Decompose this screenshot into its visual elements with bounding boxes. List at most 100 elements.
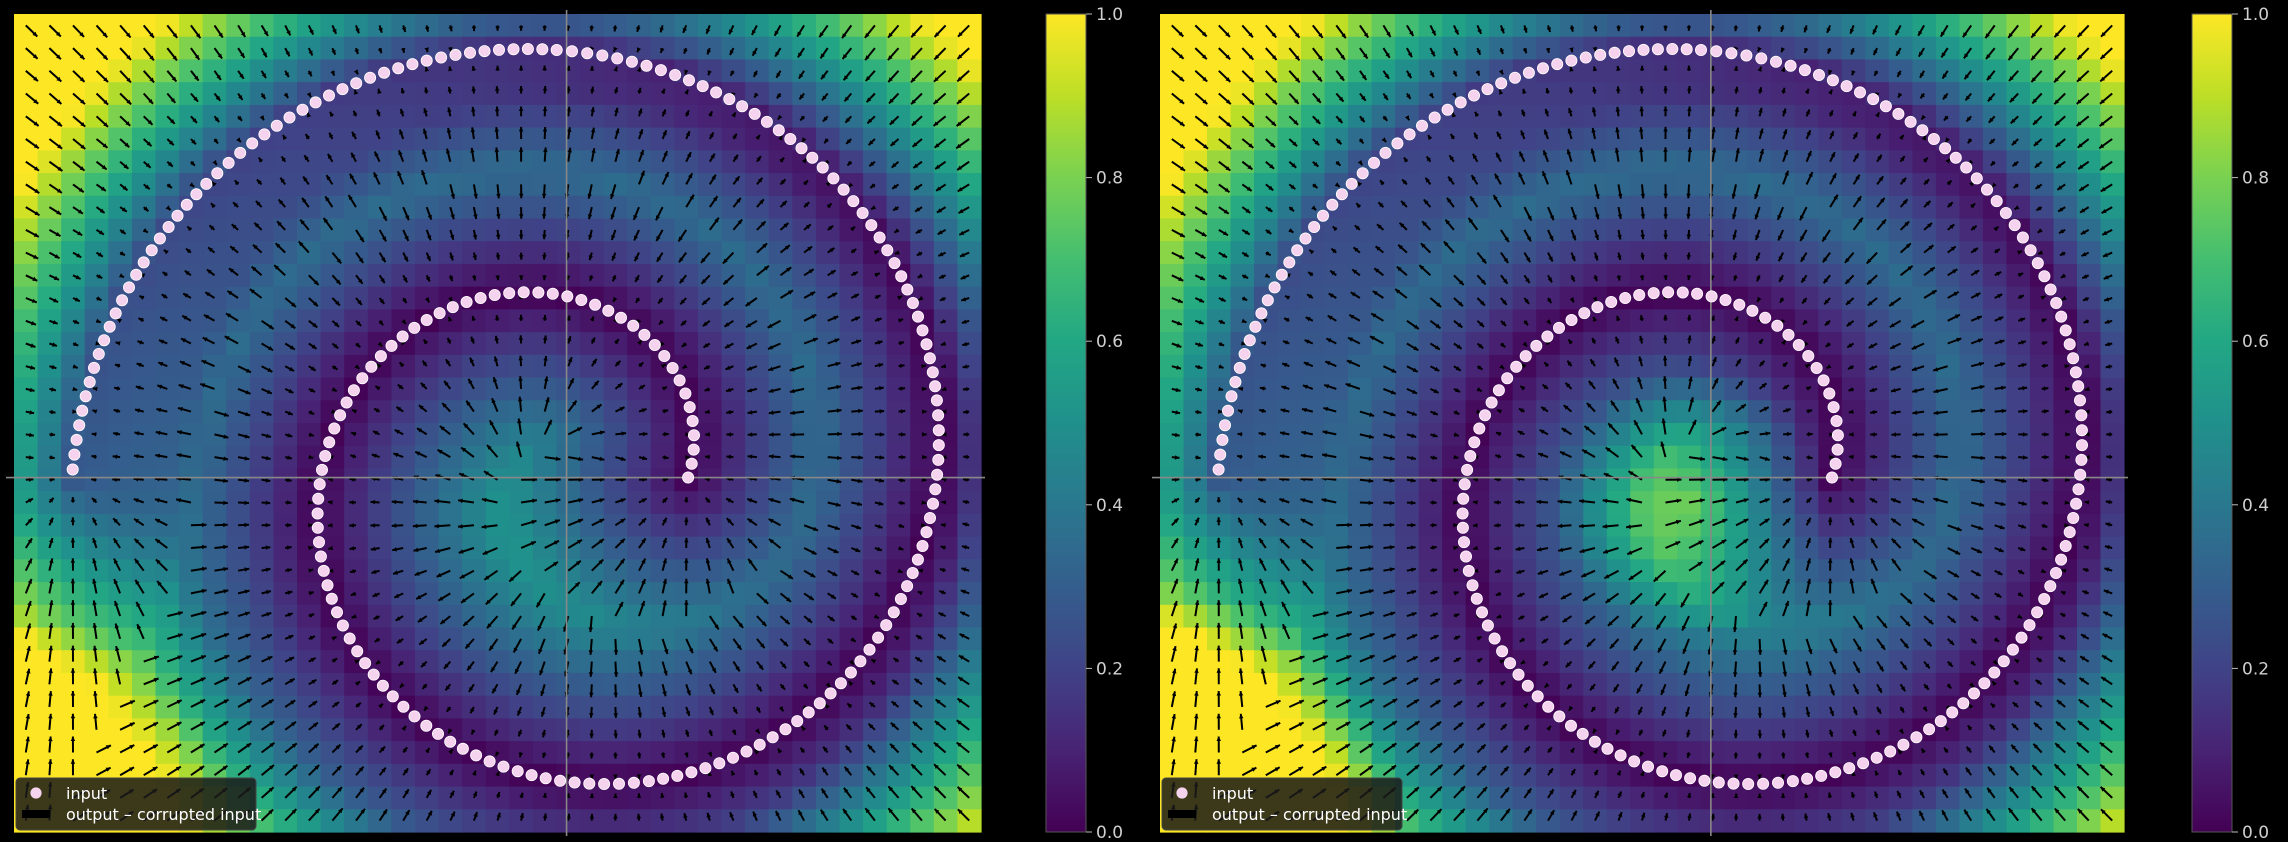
heatmap-cell — [415, 468, 439, 491]
heatmap-cell — [344, 150, 368, 173]
input-point — [432, 728, 443, 739]
heatmap-cell — [934, 650, 958, 673]
input-point — [612, 53, 623, 64]
heatmap-cell — [85, 628, 109, 651]
heatmap-cell — [1254, 628, 1278, 651]
heatmap-cell — [14, 582, 38, 605]
heatmap-cell — [368, 105, 392, 128]
input-point — [324, 437, 335, 448]
input-point — [838, 184, 849, 195]
heatmap-cell — [1254, 582, 1278, 605]
heatmap-cell — [132, 582, 156, 605]
heatmap-cell — [1278, 309, 1302, 332]
heatmap-cell — [462, 150, 486, 173]
input-point — [902, 581, 913, 592]
heatmap-cell — [722, 491, 746, 514]
heatmap-cell — [297, 196, 321, 219]
input-point — [508, 44, 519, 55]
heatmap-cell — [1207, 491, 1231, 514]
heatmap-cell — [722, 537, 746, 560]
heatmap-cell — [1254, 400, 1278, 423]
input-point — [259, 129, 270, 140]
input-point — [533, 287, 544, 298]
heatmap-cell — [368, 809, 392, 832]
input-point — [271, 120, 282, 131]
heatmap-cell — [85, 537, 109, 560]
heatmap-cell — [344, 446, 368, 469]
input-point — [181, 199, 192, 210]
heatmap-cell — [344, 491, 368, 514]
input-point — [326, 593, 337, 604]
input-point — [74, 420, 85, 431]
heatmap-cell — [156, 400, 180, 423]
input-point — [284, 112, 295, 123]
heatmap-cell — [108, 514, 132, 537]
input-point — [172, 210, 183, 221]
heatmap-cell — [745, 287, 769, 310]
heatmap-cell — [863, 173, 887, 196]
heatmap-cell — [722, 400, 746, 423]
heatmap-cell — [1231, 514, 1255, 537]
heatmap-cell — [934, 150, 958, 173]
heatmap-cell — [368, 446, 392, 469]
heatmap-cell — [910, 150, 934, 173]
heatmap-cell — [391, 400, 415, 423]
heatmap-cell — [816, 809, 840, 832]
heatmap-cell — [698, 423, 722, 446]
input-point — [551, 44, 562, 55]
heatmap-cell — [910, 673, 934, 696]
heatmap-cell — [391, 764, 415, 787]
heatmap-cell — [1419, 173, 1443, 196]
heatmap-cell — [1372, 173, 1396, 196]
heatmap-cell — [391, 809, 415, 832]
heatmap-cell — [1184, 559, 1208, 582]
heatmap-cell — [439, 82, 463, 105]
heatmap-cell — [957, 241, 981, 264]
heatmap-cell — [934, 219, 958, 242]
input-point — [99, 335, 110, 346]
heatmap-cell — [368, 559, 392, 582]
heatmap-cell — [509, 809, 533, 832]
heatmap-cell — [250, 219, 274, 242]
heatmap-cell — [1348, 219, 1372, 242]
heatmap-cell — [698, 219, 722, 242]
heatmap-cell — [85, 582, 109, 605]
heatmap-cell — [769, 309, 793, 332]
heatmap-cell — [580, 105, 604, 128]
input-point — [896, 271, 907, 282]
input-point — [386, 340, 397, 351]
heatmap-cell — [556, 332, 580, 355]
input-point — [314, 479, 325, 490]
heatmap-cell — [439, 468, 463, 491]
input-point — [436, 52, 447, 63]
heatmap-cell — [651, 787, 675, 810]
heatmap-cell — [179, 287, 203, 310]
heatmap-cell — [1231, 491, 1255, 514]
heatmap-cell — [698, 105, 722, 128]
heatmap-cell — [391, 150, 415, 173]
heatmap-cell — [769, 491, 793, 514]
heatmap-cell — [604, 605, 628, 628]
heatmap-cell — [108, 332, 132, 355]
heatmap-cell — [321, 219, 345, 242]
heatmap-cell — [132, 468, 156, 491]
heatmap-cell — [839, 718, 863, 741]
heatmap-cell — [486, 537, 510, 560]
input-point — [201, 178, 212, 189]
input-point — [352, 646, 363, 657]
input-point — [796, 143, 807, 154]
heatmap-cell — [957, 173, 981, 196]
heatmap-cell — [957, 628, 981, 651]
input-point — [684, 402, 695, 413]
heatmap-cell — [108, 537, 132, 560]
heatmap-cell — [910, 582, 934, 605]
heatmap-cell — [910, 241, 934, 264]
heatmap-cell — [1278, 446, 1302, 469]
input-point — [912, 554, 923, 565]
heatmap-cell — [108, 559, 132, 582]
heatmap-cell — [1301, 378, 1325, 401]
heatmap-cell — [1254, 514, 1278, 537]
heatmap-cell — [250, 173, 274, 196]
heatmap-cell — [1348, 309, 1372, 332]
heatmap-cell — [226, 196, 250, 219]
